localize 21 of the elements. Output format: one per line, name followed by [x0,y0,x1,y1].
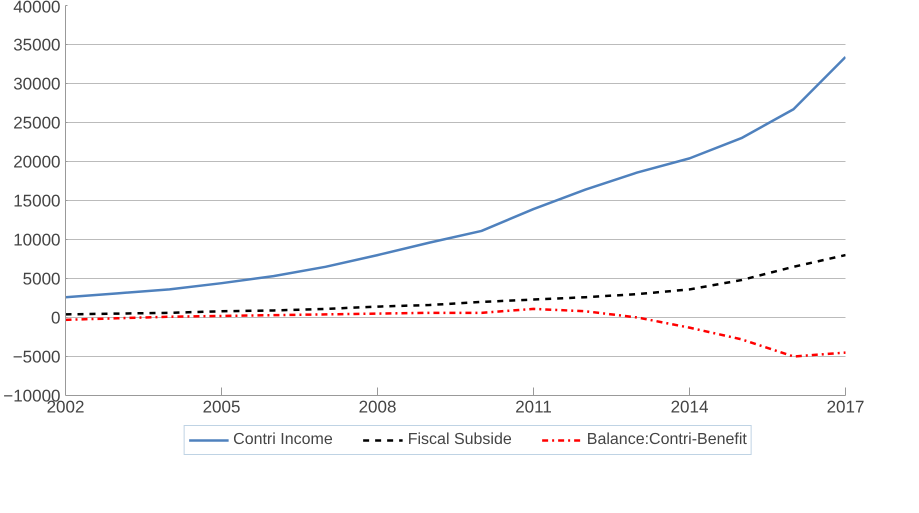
legend-label: Contri Income [233,431,333,449]
x-tick-label: 2014 [670,398,708,416]
y-tick-label: 5000 [22,270,61,288]
y-tick-label: 35000 [13,36,61,54]
line-series [66,254,846,316]
line-series [66,56,846,298]
x-tick-label: 2011 [515,398,552,416]
y-tick-label: 20000 [13,152,61,172]
y-tick-label: 25000 [13,114,61,132]
y-tick-label: 15000 [13,192,61,210]
legend-label: Fiscal Subside [408,431,512,449]
x-tick-label: 2017 [826,398,864,416]
y-tick-label: 10000 [13,230,61,250]
line-series [66,308,846,358]
y-tick-label: 0 [51,308,61,328]
y-tick-label: 30000 [13,74,61,94]
x-tick-label: 2008 [358,398,396,416]
legend-label: Balance:Contri-Benefit [586,431,747,449]
y-tick-label: −5000 [12,348,61,366]
y-tick-label: 40000 [13,0,61,16]
x-tick-label: 2005 [202,398,240,416]
